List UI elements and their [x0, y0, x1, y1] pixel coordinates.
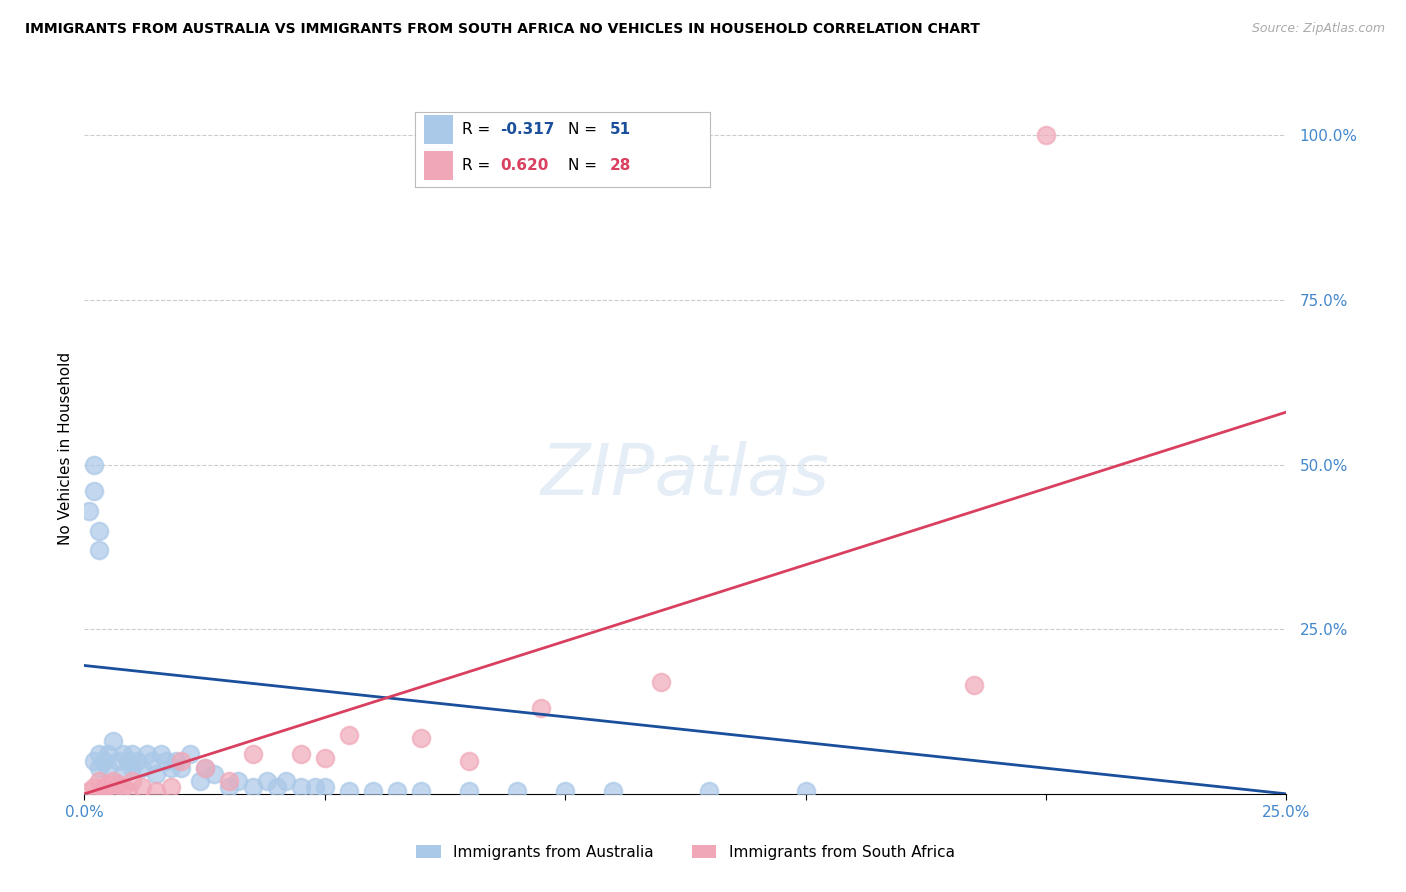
Point	[131, 780, 153, 795]
Point	[145, 767, 167, 781]
Legend: Immigrants from Australia, Immigrants from South Africa: Immigrants from Australia, Immigrants fr…	[411, 838, 960, 866]
Point	[554, 783, 576, 797]
Text: 51: 51	[610, 122, 631, 137]
Point	[165, 754, 187, 768]
Point	[83, 458, 105, 472]
Point	[385, 783, 408, 797]
Point	[290, 780, 312, 795]
Point	[361, 783, 384, 797]
Point	[160, 780, 183, 795]
Point	[121, 760, 143, 774]
Point	[107, 777, 129, 791]
Point	[194, 760, 217, 774]
Point	[530, 701, 553, 715]
Point	[87, 747, 110, 762]
Text: Source: ZipAtlas.com: Source: ZipAtlas.com	[1251, 22, 1385, 36]
Point	[290, 747, 312, 762]
Point	[188, 773, 211, 788]
Point	[155, 754, 177, 768]
Point	[97, 783, 120, 797]
Text: 0.620: 0.620	[501, 158, 548, 173]
Point	[337, 728, 360, 742]
Point	[314, 780, 336, 795]
Point	[141, 754, 163, 768]
Point	[150, 747, 173, 762]
Point	[83, 780, 105, 795]
Text: 28: 28	[610, 158, 631, 173]
Point	[97, 777, 120, 791]
Text: N =: N =	[568, 158, 602, 173]
Point	[111, 780, 134, 795]
Point	[87, 524, 110, 538]
Point	[266, 780, 288, 795]
Point	[242, 747, 264, 762]
Point	[169, 754, 191, 768]
Point	[131, 760, 153, 774]
Point	[111, 747, 134, 762]
Point	[87, 543, 110, 558]
Point	[111, 767, 134, 781]
Point	[127, 754, 149, 768]
Text: ZIPatlas: ZIPatlas	[541, 442, 830, 510]
Point	[93, 780, 115, 795]
Point	[218, 773, 240, 788]
Bar	[423, 151, 453, 179]
Point	[135, 747, 157, 762]
Point	[103, 773, 125, 788]
Point	[179, 747, 201, 762]
Point	[202, 767, 225, 781]
Point	[121, 747, 143, 762]
Point	[314, 750, 336, 764]
Point	[97, 760, 120, 774]
Y-axis label: No Vehicles in Household: No Vehicles in Household	[58, 351, 73, 545]
Point	[506, 783, 529, 797]
Point	[77, 504, 100, 518]
Point	[963, 678, 986, 692]
Text: N =: N =	[568, 122, 602, 137]
Point	[794, 783, 817, 797]
Point	[103, 734, 125, 748]
Point	[77, 783, 100, 797]
Point	[699, 783, 721, 797]
Point	[1035, 128, 1057, 143]
Point	[107, 754, 129, 768]
Point	[409, 731, 432, 745]
Point	[93, 783, 115, 797]
Point	[194, 760, 217, 774]
Point	[242, 780, 264, 795]
Point	[276, 773, 298, 788]
Point	[409, 783, 432, 797]
Point	[169, 760, 191, 774]
Point	[304, 780, 326, 795]
Point	[87, 760, 110, 774]
Point	[337, 783, 360, 797]
Point	[160, 760, 183, 774]
Text: IMMIGRANTS FROM AUSTRALIA VS IMMIGRANTS FROM SOUTH AFRICA NO VEHICLES IN HOUSEHO: IMMIGRANTS FROM AUSTRALIA VS IMMIGRANTS …	[25, 22, 980, 37]
Point	[121, 773, 143, 788]
Point	[117, 783, 139, 797]
Point	[256, 773, 278, 788]
Bar	[423, 115, 453, 145]
Text: R =: R =	[463, 122, 495, 137]
Point	[87, 773, 110, 788]
Point	[650, 675, 672, 690]
Point	[93, 754, 115, 768]
Point	[458, 783, 481, 797]
Point	[226, 773, 249, 788]
Point	[83, 754, 105, 768]
Point	[83, 483, 105, 498]
Text: -0.317: -0.317	[501, 122, 555, 137]
Text: R =: R =	[463, 158, 495, 173]
Point	[458, 754, 481, 768]
Point	[602, 783, 624, 797]
Point	[117, 754, 139, 768]
Point	[145, 783, 167, 797]
Point	[97, 747, 120, 762]
Point	[218, 780, 240, 795]
